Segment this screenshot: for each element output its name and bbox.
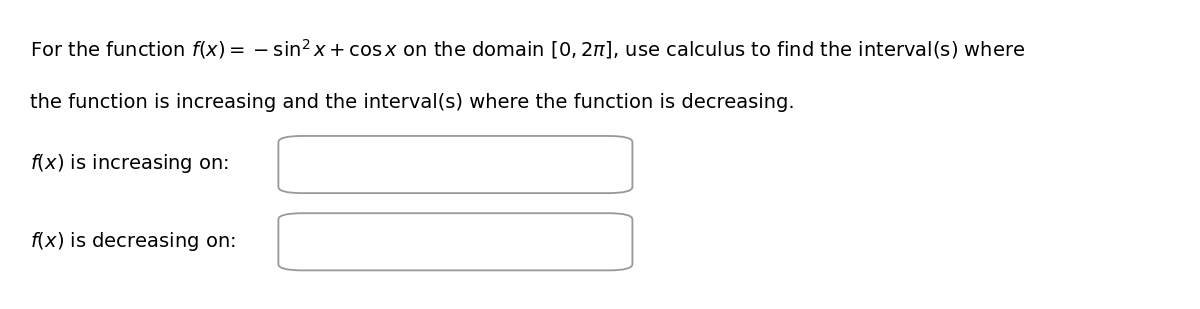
- Text: $f(x)$ is decreasing on:: $f(x)$ is decreasing on:: [30, 230, 235, 252]
- Text: $f(x)$ is increasing on:: $f(x)$ is increasing on:: [30, 152, 229, 175]
- Text: the function is increasing and the interval(s) where the function is decreasing.: the function is increasing and the inter…: [30, 93, 794, 112]
- FancyBboxPatch shape: [278, 213, 632, 270]
- Text: For the function $f(x) = -\sin^2 x + \cos x$ on the domain $[0, 2\pi]$, use calc: For the function $f(x) = -\sin^2 x + \co…: [30, 37, 1025, 61]
- FancyBboxPatch shape: [278, 136, 632, 193]
